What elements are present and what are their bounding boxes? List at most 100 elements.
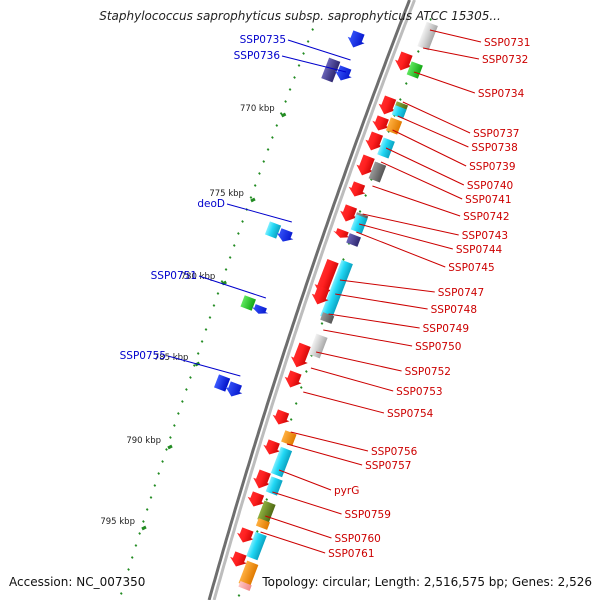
gene-label: deoD <box>197 198 225 210</box>
gene-feature <box>333 228 351 238</box>
ruler-label: 775 kbp <box>209 189 244 199</box>
gene-feature <box>320 259 353 321</box>
backbone-inner <box>212 0 416 600</box>
gene-leader-line <box>287 39 351 61</box>
gene-feature <box>308 333 328 359</box>
ruler-minor-tick <box>220 280 224 283</box>
ruler-label: 785 kbp <box>154 353 189 363</box>
gene-feature <box>284 370 302 388</box>
gene-leader-line <box>303 391 385 414</box>
ruler-minor-tick <box>224 268 228 271</box>
gene-leader-line <box>385 147 465 186</box>
gene-leader-line <box>429 29 482 43</box>
inner-ring-tick <box>265 498 269 501</box>
ruler-minor-tick <box>181 400 184 403</box>
ruler-minor-tick <box>237 232 240 235</box>
gene-leader-line <box>372 185 461 217</box>
gene-feature <box>314 259 339 295</box>
ruler-minor-tick <box>306 40 310 43</box>
gene-feature <box>356 154 375 176</box>
inner-ring-tick <box>255 530 259 533</box>
ruler-minor-tick <box>297 64 301 67</box>
gene-label: SSP0732 <box>482 54 528 66</box>
gene-label: SSP0760 <box>334 533 380 545</box>
ruler-major-tick <box>250 197 256 203</box>
gene-leader-line <box>358 223 453 250</box>
ruler-major-tick <box>167 444 173 450</box>
ruler-label: 780 kbp <box>181 272 216 282</box>
gene-feature <box>225 381 243 397</box>
ruler-minor-tick <box>127 568 130 571</box>
ruler-label: 770 kbp <box>240 104 275 114</box>
ruler-minor-tick <box>173 424 176 427</box>
ruler-minor-tick <box>169 436 172 439</box>
ruler-minor-tick <box>228 256 232 259</box>
ruler-minor-tick <box>119 592 123 595</box>
gene-feature <box>265 476 283 496</box>
inner-ring-tick <box>299 386 303 389</box>
gene-feature <box>276 228 294 242</box>
gene-label: SSP0742 <box>463 211 509 223</box>
ruler-minor-tick <box>145 508 149 511</box>
ruler-minor-tick <box>275 124 279 127</box>
gene-label: SSP0757 <box>365 460 411 472</box>
ruler-minor-tick <box>249 196 253 199</box>
ruler-minor-tick <box>258 172 261 175</box>
ruler-major-tick <box>280 112 287 118</box>
inner-ring-tick <box>364 194 368 197</box>
inner-ring-tick <box>294 402 298 405</box>
ruler-minor-tick <box>216 292 220 295</box>
gene-feature <box>246 531 267 561</box>
gene-label: SSP0734 <box>478 88 525 100</box>
gene-label: SSP0736 <box>234 50 281 62</box>
ruler-minor-tick <box>196 352 200 355</box>
ruler-minor-tick <box>288 88 292 91</box>
gene-feature <box>236 527 254 543</box>
ruler-minor-tick <box>208 316 212 319</box>
backbone-outer <box>207 0 411 600</box>
ruler-minor-tick <box>241 220 244 223</box>
inner-ring-tick <box>404 82 408 85</box>
gene-feature <box>321 57 341 83</box>
ruler-minor-tick <box>293 76 296 79</box>
gene-feature <box>255 518 270 530</box>
gene-leader-line <box>265 515 332 539</box>
ruler-minor-tick <box>149 496 153 499</box>
gene-label: SSP0747 <box>438 287 484 299</box>
gene-label: SSP0761 <box>328 548 374 560</box>
gene-label: SSP0754 <box>387 408 434 420</box>
gene-leader-line <box>397 115 469 148</box>
gene-label: SSP0750 <box>415 341 461 353</box>
ruler-minor-tick <box>157 472 161 475</box>
gene-leader-line <box>413 71 476 94</box>
gene-leader-line <box>356 231 446 268</box>
gene-feature <box>334 65 352 81</box>
gene-leader-line <box>380 161 463 200</box>
gene-feature <box>348 181 366 197</box>
gene-label: SSP0751 <box>151 270 197 282</box>
gene-feature <box>365 131 384 151</box>
gene-label: SSP0755 <box>120 350 166 362</box>
gene-feature <box>385 117 403 135</box>
inner-ring-tick <box>289 418 293 421</box>
gene-label: SSP0759 <box>345 509 391 521</box>
gene-feature <box>378 95 397 115</box>
ruler-minor-tick <box>262 160 266 163</box>
gene-label: SSP0735 <box>240 34 286 46</box>
gene-label: SSP0737 <box>473 128 519 140</box>
gene-label: SSP0741 <box>465 194 511 206</box>
ruler-label: 795 kbp <box>100 517 135 527</box>
gene-label: SSP0740 <box>467 180 513 192</box>
gene-feature <box>346 233 361 247</box>
gene-leader-line <box>226 203 292 223</box>
gene-feature <box>270 446 293 478</box>
gene-feature <box>238 581 252 591</box>
gene-leader-line <box>272 491 342 515</box>
gene-feature <box>263 439 281 455</box>
gene-label: SSP0749 <box>423 323 469 335</box>
ruler-minor-tick <box>232 244 236 247</box>
gene-feature <box>311 285 330 305</box>
ruler-minor-tick <box>279 112 283 115</box>
